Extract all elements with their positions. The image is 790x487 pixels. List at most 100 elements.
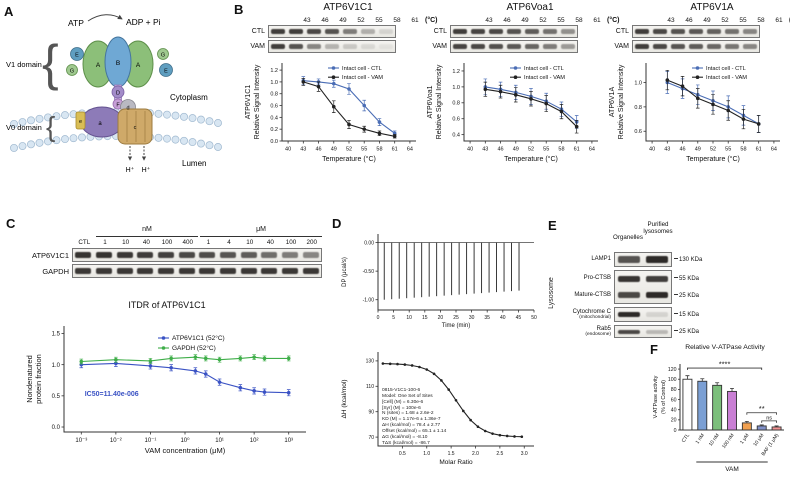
ic50-annotation: IC50=11.40e-006 <box>85 391 139 398</box>
x-tick-label: 40 <box>285 147 291 153</box>
axes <box>645 63 780 142</box>
lane-label: 4 <box>227 239 231 246</box>
blot-lane <box>687 26 705 37</box>
blot-band <box>646 329 668 334</box>
data-point <box>418 365 421 369</box>
x-tick-label: 1.0 <box>423 451 430 457</box>
data-point <box>388 362 392 366</box>
temperature-labels: 43 46 49 52 55 58 61 <box>298 17 424 24</box>
ctsb-blot-strip <box>614 270 672 304</box>
x-category-label: 10 μM <box>752 433 765 448</box>
blot-row-label: GAPDH <box>42 266 69 276</box>
x-axis-label: Temperature (°C) <box>504 155 558 163</box>
blot-lane <box>505 26 523 37</box>
data-point <box>741 117 746 121</box>
membrane-lipid <box>205 117 214 126</box>
blot-band <box>342 44 358 49</box>
sig-label: **** <box>719 360 731 369</box>
lane-label: 100 <box>285 239 297 246</box>
x-tick-label: 55 <box>361 147 367 153</box>
blot-lane <box>559 41 577 52</box>
blot-lane <box>259 249 280 261</box>
legend-label: Intact cell - CTL <box>524 66 564 72</box>
blot-lane <box>287 26 305 37</box>
blot-row-label: CTL <box>615 28 629 35</box>
rab5-name: Rab5 <box>596 325 611 332</box>
western-blot-strip <box>614 307 672 322</box>
cetsa-subpanel-atp6voa1: ATP6Voa1 43 46 49 52 55 58 61 (°C) CTL VAM 0.4… <box>424 2 620 194</box>
data-point <box>559 109 564 114</box>
membrane-lipid <box>197 115 205 124</box>
data-point <box>114 357 118 362</box>
blot-lane <box>73 249 94 261</box>
data-point <box>262 356 267 361</box>
blot-row: VAM <box>424 40 606 53</box>
y-tick-label: 0.8 <box>452 101 460 107</box>
y-axis-label: Relative Signal Intensity <box>436 64 443 139</box>
y-axis-label: ΔH (kcal/mol) <box>341 379 348 418</box>
blot-lane <box>523 41 541 52</box>
x-category-label: 100 nM <box>721 433 735 450</box>
error-bar <box>700 378 705 382</box>
x-tick-label: 43 <box>482 147 488 153</box>
x-tick-label: 50 <box>531 315 537 321</box>
itdr-title: ITDR of ATP6V1C1 <box>128 300 206 310</box>
lane-label: 61 <box>593 16 601 24</box>
data-point <box>347 122 351 127</box>
y-tick-label: 0.2 <box>270 127 278 133</box>
blot-row-label: ATP6V1C1 <box>32 250 69 260</box>
membrane-lipid <box>44 113 52 122</box>
subunit-d-shape <box>111 85 125 99</box>
blot-band <box>560 44 576 49</box>
series-line <box>81 356 289 363</box>
membrane-lipid <box>35 114 44 123</box>
membrane-lipid <box>18 142 27 150</box>
blot-title: ATP6V1C1 <box>323 2 373 13</box>
um-label: μM <box>256 226 266 233</box>
panel-d-label: D <box>332 216 342 231</box>
y-tick-label: 0.6 <box>270 103 278 109</box>
legend-marker <box>513 75 518 79</box>
y-tick-label: 0.00 <box>364 240 374 246</box>
blot-band <box>378 29 394 34</box>
x-tick-label: 10⁻² <box>110 438 122 444</box>
membrane-lipid <box>180 112 188 121</box>
x-tick-label: 61 <box>756 147 762 153</box>
membrane-lipid <box>205 141 214 150</box>
blot-band <box>618 276 640 282</box>
blot-lane <box>323 26 341 37</box>
lane-label: 58 <box>393 16 401 24</box>
lane-label: 10 <box>246 239 254 246</box>
x-tick-label: 10⁻³ <box>75 438 87 444</box>
y-tick-label: 0.4 <box>452 133 460 139</box>
membrane-lipid <box>61 135 69 144</box>
membrane-lipid <box>214 119 222 127</box>
x-tick-label: 43 <box>664 147 670 153</box>
fit-parameter-line: KD (M) = 1.17e-6 ± 1.36e-7 <box>382 417 441 423</box>
blot-band <box>288 29 304 34</box>
blot-band <box>116 252 133 258</box>
blot-lane <box>469 26 487 37</box>
blot-band <box>261 252 278 258</box>
blot-lane <box>451 41 469 52</box>
legend-label: Intact cell - VAM <box>524 75 565 81</box>
v0-domain-group: a d e c <box>75 99 153 145</box>
blot-lane <box>280 265 301 277</box>
blot-band <box>219 268 237 274</box>
data-point <box>148 359 153 363</box>
data-point <box>483 429 487 433</box>
temp-unit: (°C) <box>425 16 438 24</box>
blot-lane <box>156 249 177 261</box>
x-category-label: 1 nM <box>695 433 706 446</box>
marker-25kda: 25 KDa <box>672 293 699 299</box>
blot-lane <box>615 253 643 266</box>
y-tick-label: 0.8 <box>270 92 278 98</box>
blot-band <box>634 29 650 34</box>
cetsa-subpanels: ATP6V1C1 43 46 49 52 55 58 61 (°C) CTL VAM 0.0… <box>242 2 790 194</box>
blot-lane <box>218 249 239 261</box>
data-point <box>316 84 321 89</box>
blot-lane <box>741 26 759 37</box>
subunit-letter: F <box>116 103 120 109</box>
subunit-letter: G <box>70 69 74 75</box>
